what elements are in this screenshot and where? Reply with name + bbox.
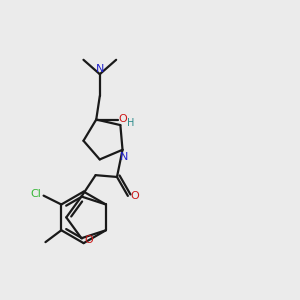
Text: H: H bbox=[127, 118, 135, 128]
Text: O: O bbox=[118, 113, 127, 124]
Text: O: O bbox=[130, 191, 139, 201]
Text: Cl: Cl bbox=[30, 189, 41, 199]
Text: O: O bbox=[84, 235, 93, 245]
Text: N: N bbox=[120, 152, 129, 162]
Text: N: N bbox=[96, 64, 104, 74]
